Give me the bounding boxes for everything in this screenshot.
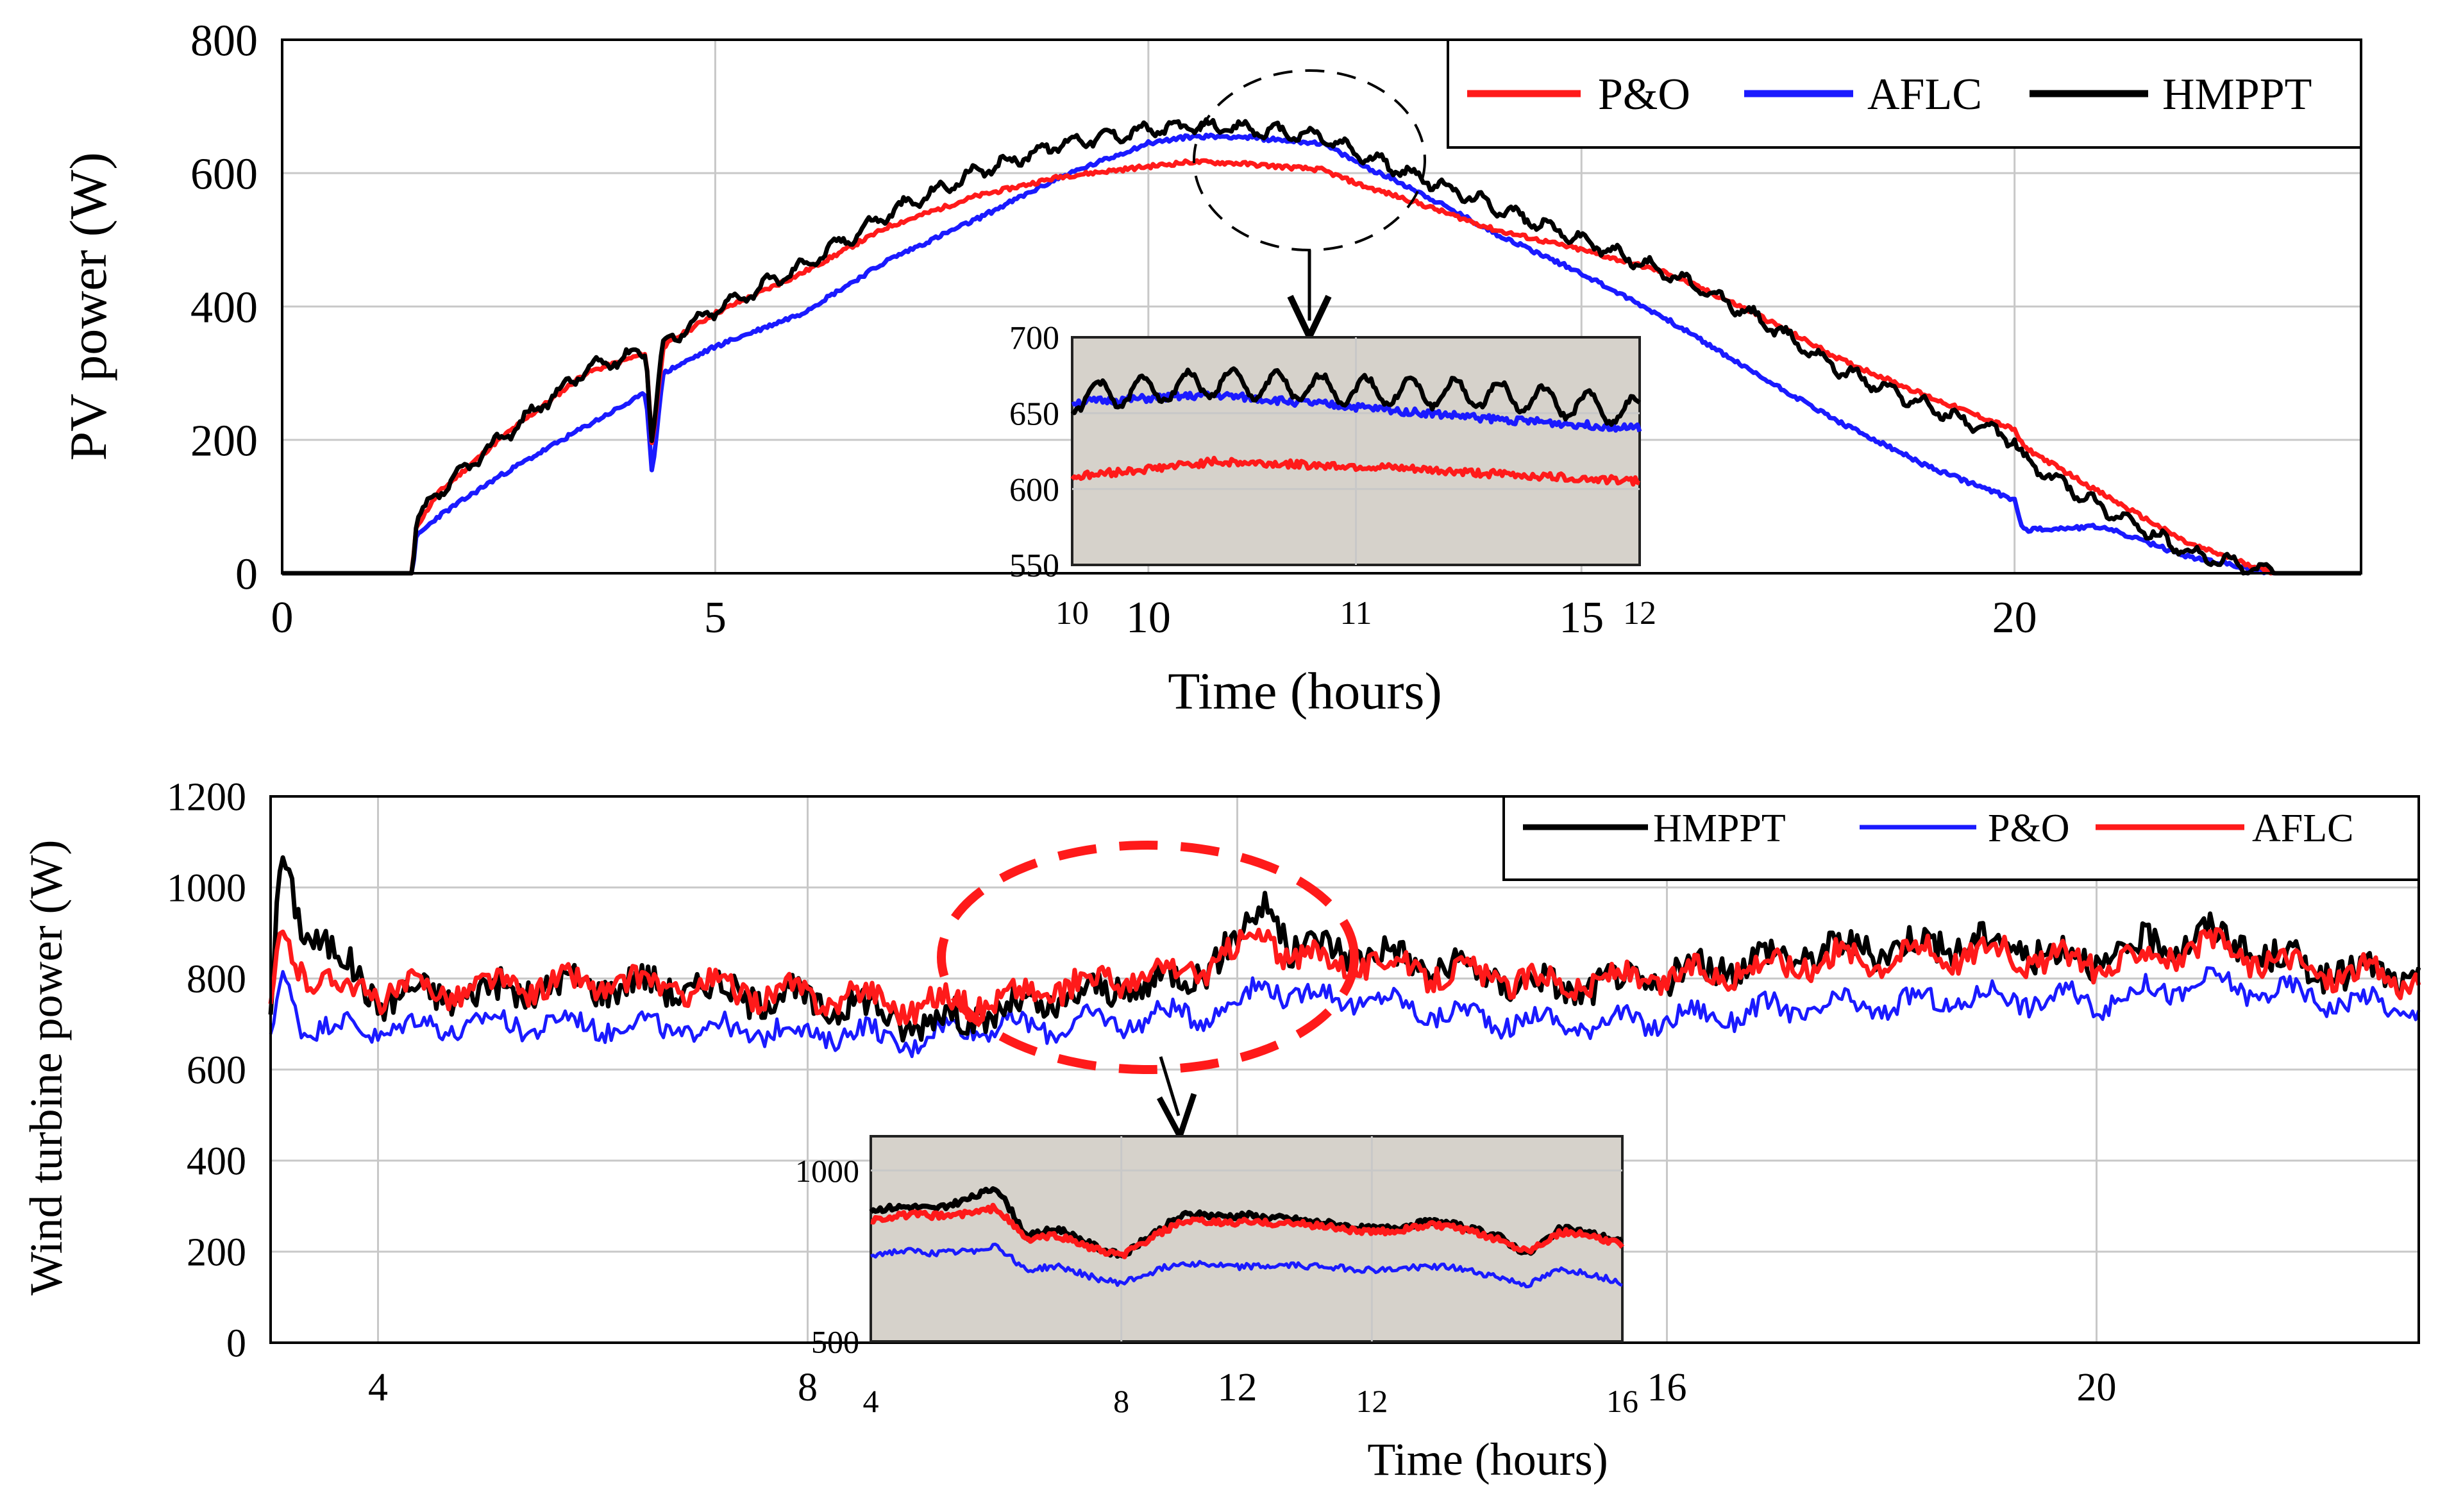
wind-legend-label-hmppt: HMPPT <box>1653 807 1786 850</box>
x-tick-label: 11 <box>1340 595 1372 632</box>
pv-legend-label-hmppt: HMPPT <box>2162 70 2312 119</box>
wind-inset: 500 1000 4 8 12 16 <box>795 1135 1639 1419</box>
x-tick-label: 16 <box>1606 1383 1638 1419</box>
wind-legend-box <box>1502 795 2420 881</box>
wind-legend-label-aflc: AFLC <box>2252 807 2353 850</box>
wind-inset-x-ticks: 4 8 12 16 <box>863 1383 1639 1419</box>
x-tick-label: 15 <box>1559 593 1604 643</box>
y-tick-label: 700 <box>1009 320 1059 357</box>
pv-inset: 550 600 650 700 10 11 12 <box>1009 320 1656 632</box>
wind-zoom-ellipse <box>937 841 1359 1074</box>
x-tick-label: 10 <box>1126 593 1171 643</box>
x-tick-label: 10 <box>1055 595 1089 632</box>
y-tick-label: 500 <box>811 1324 859 1360</box>
x-tick-label: 5 <box>704 593 727 643</box>
pv-x-axis-label: Time (hours) <box>1168 662 1442 720</box>
pv-x-ticks: 0 5 10 15 20 <box>271 593 2037 643</box>
y-tick-label: 550 <box>1009 548 1059 584</box>
pv-inset-x-ticks: 10 11 12 <box>1055 595 1656 632</box>
pv-inset-line-po <box>1070 455 1640 487</box>
pv-legend: P&O AFLC HMPPT <box>1447 38 2362 149</box>
wind-inset-grid <box>871 1136 1622 1341</box>
pv-legend-label-po: P&O <box>1598 70 1690 119</box>
wind-inset-line-po <box>870 1242 1623 1289</box>
wind-x-ticks: 4 8 12 16 20 <box>368 1366 2117 1409</box>
wind-inset-y-ticks: 500 1000 <box>795 1153 859 1360</box>
pv-inset-grid <box>1072 337 1640 565</box>
x-tick-label: 8 <box>798 1366 818 1409</box>
x-tick-label: 20 <box>2077 1366 2117 1409</box>
x-tick-label: 8 <box>1113 1383 1129 1419</box>
wind-series-line-po <box>269 966 2421 1059</box>
pv-series <box>282 117 2361 576</box>
y-tick-label: 600 <box>190 150 258 199</box>
y-tick-label: 800 <box>190 17 258 66</box>
wind-y-axis-label: Wind turbine power (W) <box>21 840 72 1296</box>
x-tick-label: 12 <box>1218 1366 1257 1409</box>
y-tick-label: 600 <box>1009 472 1059 508</box>
y-tick-label: 1000 <box>795 1153 859 1189</box>
pv-inset-y-ticks: 550 600 650 700 <box>1009 320 1059 584</box>
x-tick-label: 12 <box>1356 1383 1388 1419</box>
x-tick-label: 4 <box>368 1366 388 1409</box>
x-tick-label: 16 <box>1647 1366 1687 1409</box>
y-tick-label: 200 <box>190 417 258 466</box>
pv-inset-line-hmppt <box>1070 366 1641 427</box>
pv-legend-label-aflc: AFLC <box>1867 70 1982 119</box>
y-tick-label: 1200 <box>167 776 246 819</box>
wind-inset-series <box>869 1186 1625 1289</box>
wind-x-axis-label: Time (hours) <box>1367 1434 1608 1485</box>
y-tick-label: 1000 <box>167 867 246 911</box>
y-tick-label: 200 <box>187 1231 246 1275</box>
pv-chart: 0 200 400 600 800 0 5 10 15 20 PV power (W) Time… <box>59 17 2362 720</box>
x-tick-label: 20 <box>1992 593 2037 643</box>
wind-inset-line-aflc <box>870 1202 1625 1259</box>
x-tick-label: 4 <box>863 1383 879 1419</box>
y-tick-label: 0 <box>235 550 258 600</box>
y-tick-label: 0 <box>226 1322 246 1366</box>
y-tick-label: 600 <box>187 1049 246 1093</box>
wind-zoom-arrow-line <box>1159 1056 1181 1116</box>
y-tick-label: 800 <box>187 958 246 1002</box>
pv-inset-series <box>1070 366 1642 487</box>
wind-chart: 0 200 400 600 800 1000 1200 4 8 12 16 20 Wind turb… <box>21 776 2421 1485</box>
y-tick-label: 650 <box>1009 396 1059 433</box>
pv-y-ticks: 0 200 400 600 800 <box>190 17 258 600</box>
wind-y-ticks: 0 200 400 600 800 1000 1200 <box>167 776 246 1366</box>
pv-plot-border <box>281 38 2362 575</box>
wind-legend: HMPPT P&O AFLC <box>1502 795 2420 881</box>
y-tick-label: 400 <box>187 1140 246 1184</box>
wind-series-line-aflc <box>268 927 2421 1026</box>
x-tick-label: 12 <box>1623 595 1656 632</box>
wind-legend-label-po: P&O <box>1988 807 2069 850</box>
pv-legend-box <box>1447 38 2362 149</box>
pv-series-line-po <box>282 158 2361 576</box>
wind-inset-bg <box>870 1135 1624 1343</box>
x-tick-label: 0 <box>271 593 294 643</box>
pv-series-line-hmppt <box>282 117 2361 576</box>
pv-y-axis-label: PV power (W) <box>59 152 117 460</box>
wind-series <box>268 855 2421 1059</box>
y-tick-label: 400 <box>190 283 258 333</box>
